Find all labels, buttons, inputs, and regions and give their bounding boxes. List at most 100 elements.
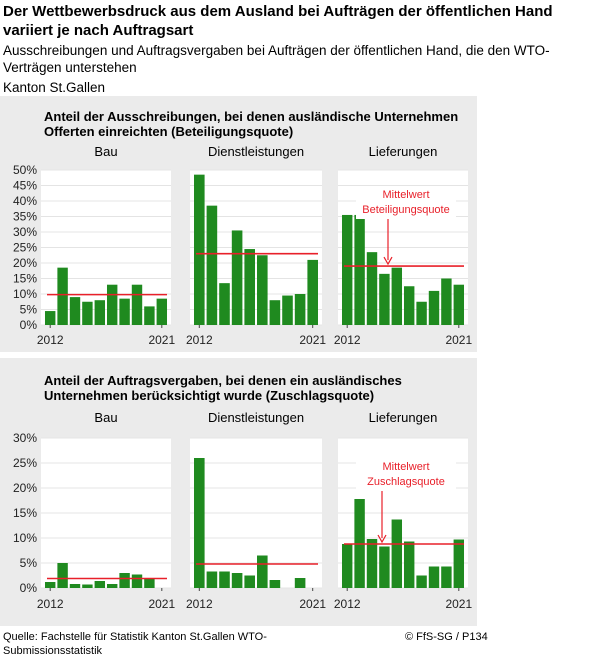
- bar-dienstleistungen-2016: [244, 249, 255, 325]
- bar-lieferungen-2012: [341, 544, 353, 588]
- bar-dienstleistungen-2012: [194, 174, 205, 325]
- bar-bau-2019: [131, 574, 143, 588]
- bar-lieferungen-2014: [366, 539, 378, 588]
- x-tick-label-last: 2021: [299, 597, 326, 611]
- bar-dienstleistungen-2015: [231, 230, 243, 325]
- panel-dienstleistungen: Dienstleistungen 2012 2021: [186, 144, 326, 347]
- bar-bau-2013: [57, 267, 68, 325]
- x-tick-label-last: 2021: [445, 597, 472, 611]
- x-tick-label-first: 2012: [186, 597, 213, 611]
- bar-lieferungen-2019: [428, 290, 440, 325]
- bar-dienstleistungen-2013: [206, 571, 218, 588]
- section-title-line2: Offerten einreichten (Beteiligungsquote): [44, 124, 293, 139]
- bar-bau-2020: [144, 578, 155, 588]
- y-tick-label: 5%: [20, 303, 38, 317]
- bar-lieferungen-2020: [441, 278, 452, 325]
- chart-area: Anteil der Ausschreibungen, bei denen au…: [0, 96, 477, 626]
- bar-lieferungen-2018: [416, 575, 427, 588]
- bar-bau-2021: [156, 298, 168, 325]
- y-tick-label: 25%: [13, 241, 37, 255]
- y-tick-label: 20%: [13, 256, 37, 270]
- y-tick-label: 15%: [13, 272, 37, 286]
- bar-bau-2012: [44, 311, 56, 325]
- bar-dienstleistungen-2018: [269, 300, 281, 325]
- y-tick-label: 30%: [13, 225, 37, 239]
- section-title-line2: Unternehmen berücksichtigt wurde (Zuschl…: [44, 388, 374, 403]
- bar-bau-2013: [57, 563, 68, 588]
- x-tick-label-last: 2021: [299, 333, 326, 347]
- bar-bau-2017: [106, 284, 118, 325]
- section-title-line1: Anteil der Auftragsvergaben, bei denen e…: [44, 373, 402, 388]
- bar-lieferungen-2016: [391, 267, 403, 325]
- bar-dienstleistungen-2014: [219, 571, 230, 588]
- x-tick-label-first: 2012: [186, 333, 213, 347]
- bar-lieferungen-2015: [379, 273, 390, 325]
- y-tick-label: 30%: [13, 431, 37, 445]
- annotation-line1: Mittelwert: [382, 189, 429, 201]
- x-tick-label-first: 2012: [37, 597, 64, 611]
- source-note: Quelle: Fachstelle für Statistik Kanton …: [3, 631, 267, 657]
- bar-dienstleistungen-2013: [206, 205, 218, 325]
- y-tick-label: 15%: [13, 506, 37, 520]
- x-tick-label-last: 2021: [148, 333, 175, 347]
- panel-label-bau: Bau: [94, 410, 117, 425]
- y-tick-label: 25%: [13, 456, 37, 470]
- x-tick-label-first: 2012: [334, 597, 361, 611]
- chart-subtitle: Ausschreibungen und Auftragsvergaben bei…: [3, 43, 550, 75]
- y-tick-label: 50%: [13, 163, 37, 177]
- panel-bau: Bau 2012 2021: [37, 144, 176, 347]
- bar-bau-2016: [94, 581, 106, 588]
- panel-label-dienstleistungen: Dienstleistungen: [208, 144, 304, 159]
- bar-bau-2014: [69, 297, 81, 325]
- bar-dienstleistungen-2017: [257, 255, 268, 325]
- panel-lieferungen: Lieferungen 2012 2021 Mittelwert Beteiligung…: [334, 144, 473, 347]
- bar-lieferungen-2015: [379, 546, 390, 588]
- bar-dienstleistungen-2020: [294, 578, 306, 588]
- bar-bau-2012: [44, 582, 56, 588]
- y-tick-label: 10%: [13, 531, 37, 545]
- annotation-line2: Beteiligungsquote: [362, 204, 449, 216]
- y-tick-label: 5%: [20, 556, 38, 570]
- y-tick-label: 35%: [13, 210, 37, 224]
- annotation-arrow-head: [377, 534, 387, 544]
- bar-bau-2019: [131, 284, 143, 325]
- panel-lieferungen: Lieferungen 2012 2021 Mittelwert Zuschlagsqu…: [334, 410, 473, 611]
- annotation-line1: Mittelwert: [382, 461, 429, 473]
- annotation-arrow-head: [383, 256, 393, 266]
- bar-dienstleistungen-2012: [194, 458, 205, 588]
- chart-title: Der Wettbewerbsdruck aus dem Ausland bei…: [3, 3, 553, 39]
- y-tick-label: 45%: [13, 179, 37, 193]
- bar-bau-2018: [119, 573, 130, 588]
- x-tick-label-first: 2012: [37, 333, 64, 347]
- bar-bau-2018: [119, 298, 130, 325]
- bar-lieferungen-2021: [453, 539, 465, 588]
- bar-dienstleistungen-2018: [269, 580, 281, 588]
- bar-dienstleistungen-2016: [244, 575, 255, 588]
- copyright-note: © FfS-SG / P134: [405, 631, 488, 643]
- bar-lieferungen-2019: [428, 566, 440, 588]
- bar-lieferungen-2014: [366, 252, 378, 325]
- annotation-bg: [356, 186, 456, 219]
- bar-lieferungen-2018: [416, 301, 427, 325]
- bar-bau-2016: [94, 300, 106, 325]
- bar-bau-2020: [144, 306, 155, 325]
- bar-lieferungen-2017: [403, 286, 415, 325]
- bar-lieferungen-2017: [403, 541, 415, 588]
- y-tick-label: 10%: [13, 287, 37, 301]
- bar-dienstleistungen-2020: [294, 294, 306, 325]
- y-tick-label: 20%: [13, 481, 37, 495]
- panel-label-dienstleistungen: Dienstleistungen: [208, 410, 304, 425]
- bar-lieferungen-2020: [441, 566, 452, 588]
- panel-bau: Bau 2012 2021: [37, 410, 176, 611]
- bar-lieferungen-2013: [354, 214, 365, 325]
- y-tick-label: 0%: [20, 581, 38, 595]
- y-tick-label: 40%: [13, 194, 37, 208]
- x-tick-label-last: 2021: [445, 333, 472, 347]
- bar-dienstleistungen-2021: [307, 259, 318, 325]
- section-title-line1: Anteil der Ausschreibungen, bei denen au…: [44, 109, 458, 124]
- region-label: Kanton St.Gallen: [3, 80, 106, 95]
- panel-label-lieferungen: Lieferungen: [369, 144, 438, 159]
- y-tick-label: 0%: [20, 318, 38, 332]
- bar-dienstleistungen-2014: [219, 283, 230, 325]
- bar-dienstleistungen-2017: [257, 555, 268, 588]
